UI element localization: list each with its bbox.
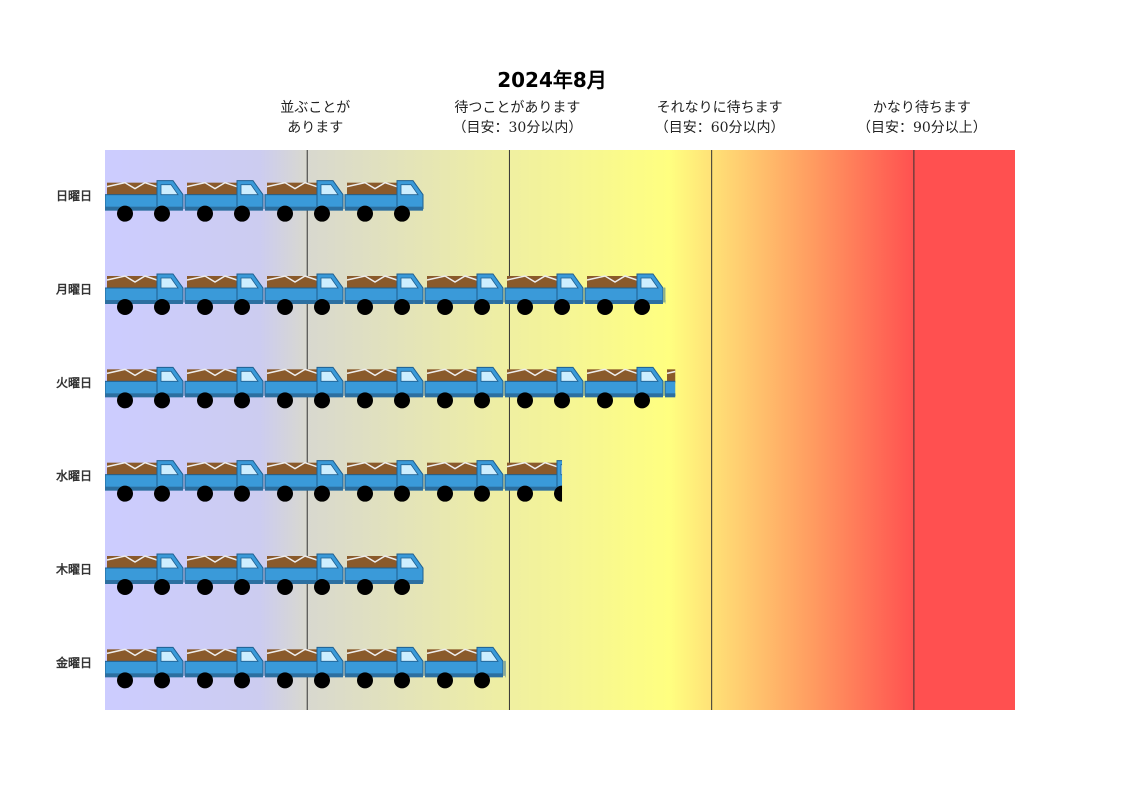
x-tick-label: 待つことがあります （目安：30分以内） xyxy=(452,100,583,136)
chart-title: 2024年8月 xyxy=(497,68,607,92)
x-tick-label: 並ぶことが あります xyxy=(280,100,351,136)
background xyxy=(105,150,1015,710)
y-tick-label: 月曜日 xyxy=(55,283,92,297)
y-tick-label: 火曜日 xyxy=(56,376,92,390)
y-tick-label: 金曜日 xyxy=(55,655,92,670)
y-tick-label: 日曜日 xyxy=(56,189,92,203)
y-tick-label: 木曜日 xyxy=(55,562,92,577)
x-tick-label: かなり待ちます （目安：90分以上） xyxy=(856,100,987,136)
y-tick-label: 水曜日 xyxy=(56,468,92,483)
x-tick-label: それなりに待ちます （目安：60分以内） xyxy=(654,100,785,136)
